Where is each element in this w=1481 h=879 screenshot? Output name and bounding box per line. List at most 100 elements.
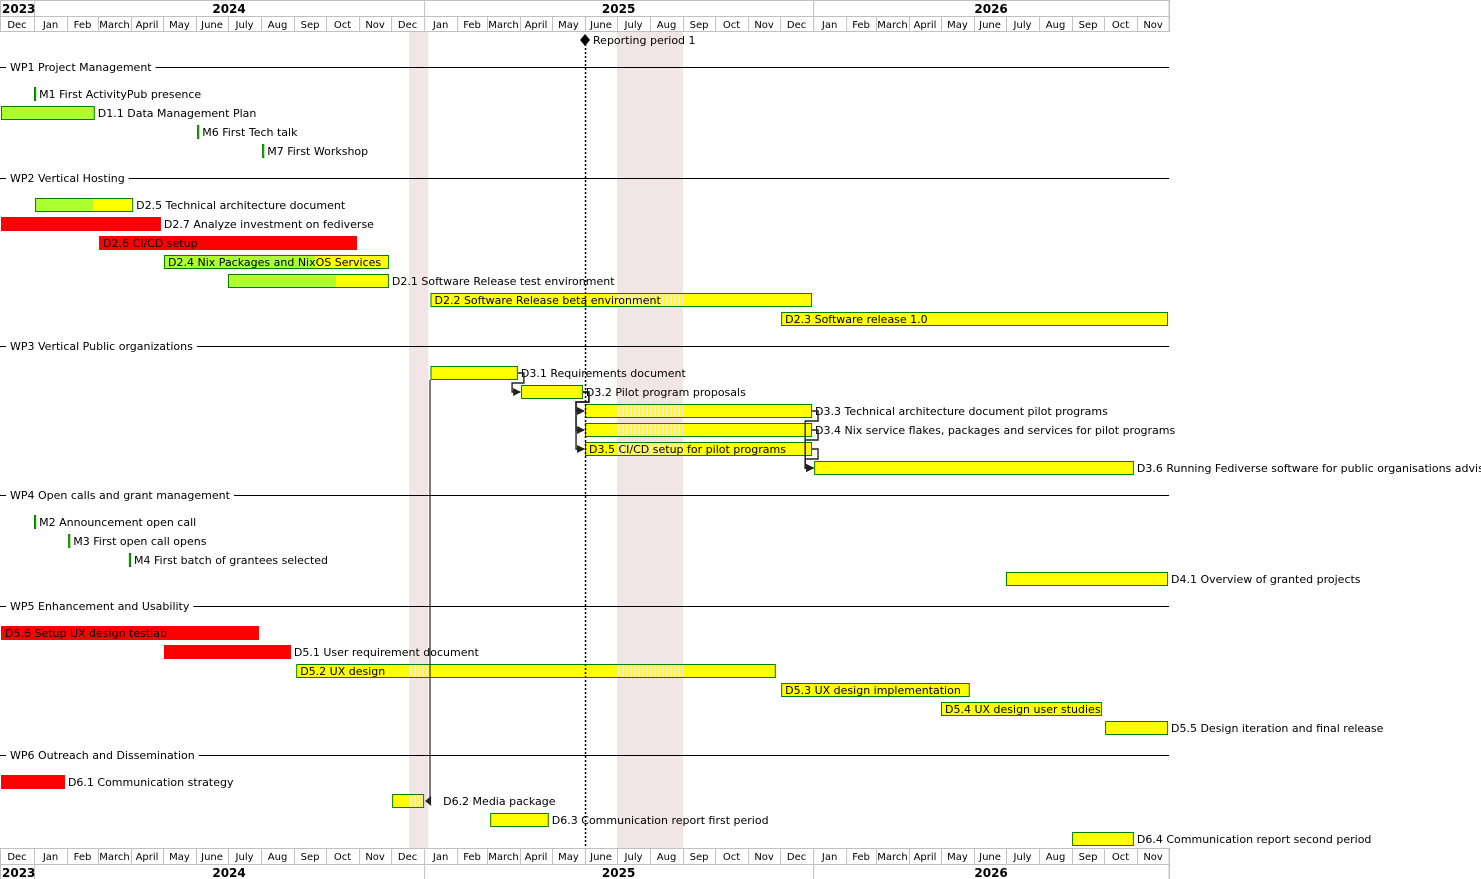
- year-label: 2023: [2, 2, 35, 16]
- separator-wp3: WP3 Vertical Public organizations: [0, 340, 1170, 353]
- month-label: Oct: [723, 852, 740, 863]
- task-d2-3: D2.3 Software release 1.0: [781, 312, 1169, 326]
- task-d5-2: D5.2 UX design: [296, 664, 776, 678]
- task-label: D6.2 Media package: [443, 795, 556, 808]
- month-label: Oct: [334, 20, 351, 31]
- task-d5-4: D5.4 UX design user studies: [940, 702, 1102, 716]
- task-label: D6.4 Communication report second period: [1137, 833, 1372, 846]
- month-label: Aug: [1046, 852, 1066, 863]
- task-border: [490, 813, 549, 827]
- task-bar: [781, 683, 970, 697]
- task-d2-6: D2.6 CI/CD setup: [99, 236, 357, 250]
- month-label: Jan: [432, 852, 448, 863]
- task-bar: [430, 366, 518, 380]
- task-progress: [164, 255, 315, 269]
- task-label: D2.5 Technical architecture document: [136, 199, 346, 212]
- task-border: [1, 106, 95, 120]
- task-label: D2.1 Software Release test environment: [392, 275, 615, 288]
- dependency-arrow: [575, 391, 590, 453]
- month-label: May: [558, 852, 579, 863]
- task-d6-2: D6.2 Media package: [392, 794, 556, 808]
- month-label: Aug: [1046, 20, 1066, 31]
- month-label: May: [169, 20, 190, 31]
- closed-periods: [409, 31, 684, 848]
- month-label: March: [99, 20, 129, 31]
- month-label: Sep: [1079, 852, 1098, 863]
- month-label: April: [136, 852, 159, 863]
- task-d6-1: D6.1 Communication strategy: [1, 775, 234, 789]
- task-closed-hatch: [617, 443, 684, 455]
- month-label: Jan: [821, 852, 837, 863]
- year-label: 2026: [974, 866, 1007, 879]
- task-closed-hatch: [617, 665, 684, 677]
- task-label: M4 First batch of grantees selected: [134, 554, 328, 567]
- month-label: April: [914, 20, 937, 31]
- task-bar: [128, 553, 132, 567]
- month-label: Nov: [365, 852, 385, 863]
- task-label: D1.1 Data Management Plan: [98, 107, 257, 120]
- month-label: Sep: [301, 852, 320, 863]
- task-d2-5: D2.5 Technical architecture document: [35, 198, 346, 212]
- task-closed-hatch: [409, 795, 425, 807]
- month-label: Dec: [398, 852, 417, 863]
- task-label: D3.2 Pilot program proposals: [586, 386, 746, 399]
- task-border: [197, 125, 200, 139]
- separator-label: WP2 Vertical Hosting: [10, 172, 125, 185]
- month-label: June: [200, 852, 223, 863]
- dependency-arrows: [425, 372, 819, 806]
- task-d4-1: D4.1 Overview of granted projects: [1006, 572, 1361, 586]
- month-label: Aug: [268, 852, 288, 863]
- task-bar: [68, 534, 71, 548]
- dependency-arrow: [804, 448, 819, 472]
- separator-wp2: WP2 Vertical Hosting: [0, 172, 1170, 185]
- task-label: D6.1 Communication strategy: [68, 776, 234, 789]
- month-label: July: [624, 852, 643, 863]
- month-label: Oct: [1112, 852, 1129, 863]
- month-label: Dec: [398, 20, 417, 31]
- month-label: Aug: [268, 20, 288, 31]
- year-label: 2025: [602, 2, 635, 16]
- year-label: 2026: [974, 2, 1007, 16]
- task-border: [1, 626, 259, 640]
- task-border: [68, 534, 71, 548]
- task-border: [1072, 832, 1134, 846]
- month-label: Sep: [690, 852, 709, 863]
- task-bar: [490, 813, 549, 827]
- task-bar: [781, 312, 1168, 326]
- timeline-header: Dec 2023 Jan Feb March April May June July Aug Sep…: [0, 0, 1171, 879]
- month-label: Sep: [301, 20, 320, 31]
- month-label: April: [914, 852, 937, 863]
- separator-wp4: WP4 Open calls and grant management: [0, 489, 1170, 502]
- task-border: [262, 144, 265, 158]
- task-border: [1, 217, 161, 231]
- task-d3-6: D3.6 Running Fediverse software for publ…: [814, 461, 1481, 475]
- task-label: D3.5 CI/CD setup for pilot programs: [589, 443, 786, 456]
- task-bar: [1072, 832, 1134, 846]
- task-border: [430, 293, 813, 307]
- task-border: [781, 683, 970, 697]
- task-progress: [228, 274, 336, 288]
- month-label: July: [235, 20, 254, 31]
- month-label: Feb: [463, 20, 481, 31]
- month-label: July: [1013, 852, 1032, 863]
- task-border: [430, 366, 518, 380]
- task-bar: [34, 87, 37, 101]
- task-label: D3.6 Running Fediverse software for publ…: [1137, 462, 1481, 475]
- month-label: Sep: [1079, 20, 1098, 31]
- month-label: March: [877, 20, 907, 31]
- month-label: Jan: [42, 20, 58, 31]
- task-label: D2.2 Software Release beta environment: [434, 294, 661, 307]
- task-border: [128, 553, 132, 567]
- month-label: Nov: [754, 852, 774, 863]
- task-d5-6: D5.6 Setup UX design testlab: [1, 626, 259, 640]
- task-d6-4: D6.4 Communication report second period: [1072, 832, 1371, 846]
- task-border: [228, 274, 389, 288]
- task-label: D6.3 Communication report first period: [552, 814, 769, 827]
- task-m3: M3 First open call opens: [68, 534, 207, 548]
- month-label: Dec: [7, 852, 26, 863]
- month-label: Feb: [852, 852, 870, 863]
- month-label: Dec: [787, 20, 806, 31]
- month-label: Feb: [74, 852, 92, 863]
- task-d6-3: D6.3 Communication report first period: [490, 813, 769, 827]
- task-d3-4: D3.4 Nix service flakes, packages and se…: [585, 423, 1176, 437]
